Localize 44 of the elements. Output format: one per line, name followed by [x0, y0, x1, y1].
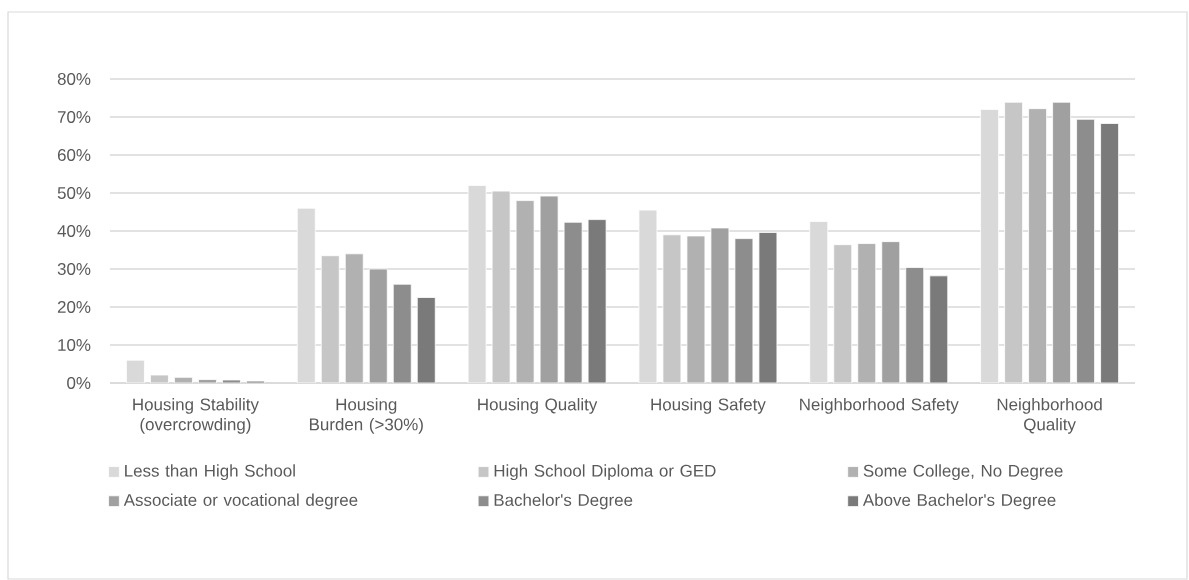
x-tick-label: Housing Safety [651, 398, 766, 414]
legend-label: High School Diploma or GED [494, 464, 716, 481]
y-tick-label: 70% [57, 111, 91, 123]
bar [368, 268, 388, 383]
legend-label: Some College, No Degree [863, 464, 1063, 481]
bar [881, 241, 901, 383]
bar [1004, 101, 1023, 383]
x-tick-label: Neighborhood Safety [800, 398, 959, 414]
bar [1052, 101, 1071, 383]
bar [563, 221, 583, 383]
legend-label: Associate or vocational degree [123, 493, 358, 510]
legend-label: Less than High School [125, 464, 295, 481]
bar [833, 244, 853, 383]
bar [392, 283, 412, 383]
bar [320, 255, 340, 383]
bar [686, 235, 706, 383]
y-tick-label: 60% [57, 149, 91, 161]
bar [1076, 118, 1095, 383]
bar [222, 379, 241, 383]
bar [1100, 123, 1119, 383]
bar [344, 253, 364, 383]
y-tick-label: 40% [57, 225, 91, 237]
x-tick-label: Neighborhood Quality [997, 398, 1102, 434]
legend-label: Bachelor's Degree [494, 493, 633, 510]
y-tick-label: 80% [57, 73, 91, 85]
bar [929, 275, 949, 383]
bar [857, 243, 877, 383]
x-tick-label: Housing Quality [478, 398, 598, 414]
y-tick-label: 10% [58, 339, 91, 351]
bar [734, 238, 754, 383]
bar [174, 376, 193, 383]
bar [758, 232, 778, 383]
y-tick-label: 20% [57, 301, 91, 313]
bar [416, 297, 436, 383]
bar [587, 219, 607, 383]
bar [905, 267, 925, 383]
x-tick-label: Housing Stability (overcrowding) [133, 398, 259, 434]
legend-label: Above Bachelor's Degree [862, 493, 1056, 510]
bar [515, 200, 535, 383]
x-tick-label: Housing Burden (>30%) [309, 398, 423, 434]
bar [1028, 108, 1047, 383]
y-tick-label: 0% [67, 377, 91, 389]
y-tick-label: 50% [57, 187, 91, 199]
y-tick-label: 30% [57, 263, 91, 275]
